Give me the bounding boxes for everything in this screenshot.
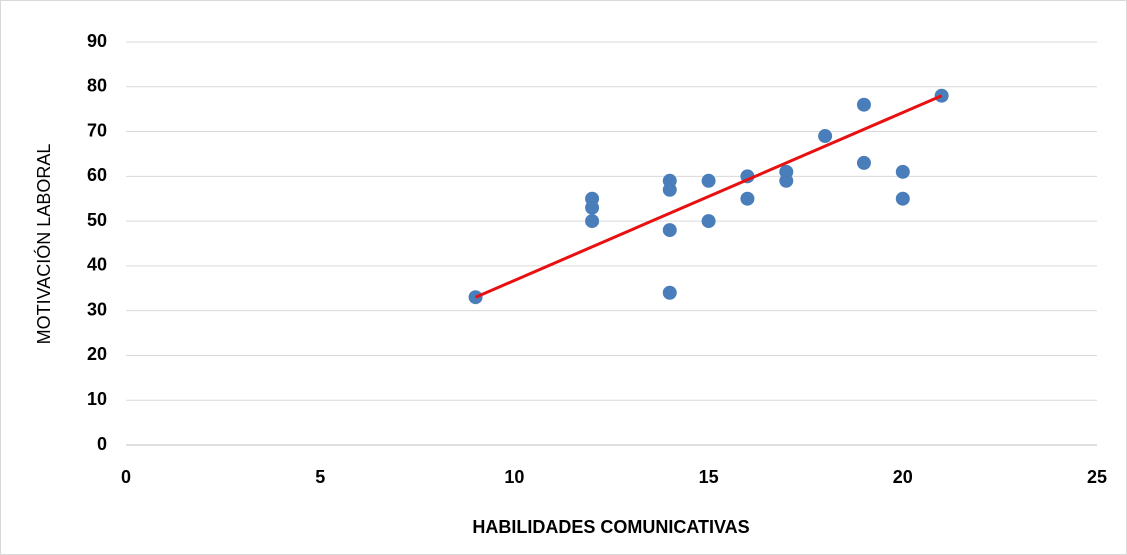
x-tick-label: 20 [893, 467, 913, 487]
x-tick-label: 25 [1087, 467, 1107, 487]
point [662, 285, 677, 300]
y-tick-label: 50 [87, 210, 107, 230]
point [856, 155, 871, 170]
y-tick-label: 0 [97, 434, 107, 454]
point [818, 129, 833, 144]
x-tick-label: 10 [504, 467, 524, 487]
x-tick-label: 15 [699, 467, 719, 487]
x-axis-title: HABILIDADES COMUNICATIVAS [472, 517, 749, 537]
point [662, 223, 677, 238]
point [895, 191, 910, 206]
point [585, 200, 600, 215]
y-tick-label: 90 [87, 31, 107, 51]
point [701, 214, 716, 229]
y-axis-title: MOTIVACIÓN LABORAL [33, 144, 54, 345]
x-tick-label: 0 [121, 467, 131, 487]
y-tick-label: 20 [87, 344, 107, 364]
y-tick-label: 10 [87, 389, 107, 409]
y-tick-label: 80 [87, 76, 107, 96]
y-tick-label: 70 [87, 120, 107, 140]
point [701, 173, 716, 188]
point [856, 97, 871, 112]
point [779, 173, 794, 188]
point [740, 191, 755, 206]
y-tick-label: 40 [87, 255, 107, 275]
y-tick-label: 30 [87, 299, 107, 319]
y-tick-label: 60 [87, 165, 107, 185]
point [895, 164, 910, 179]
point [662, 182, 677, 197]
point [585, 214, 600, 229]
x-tick-label: 5 [315, 467, 325, 487]
trend-line [474, 94, 943, 299]
